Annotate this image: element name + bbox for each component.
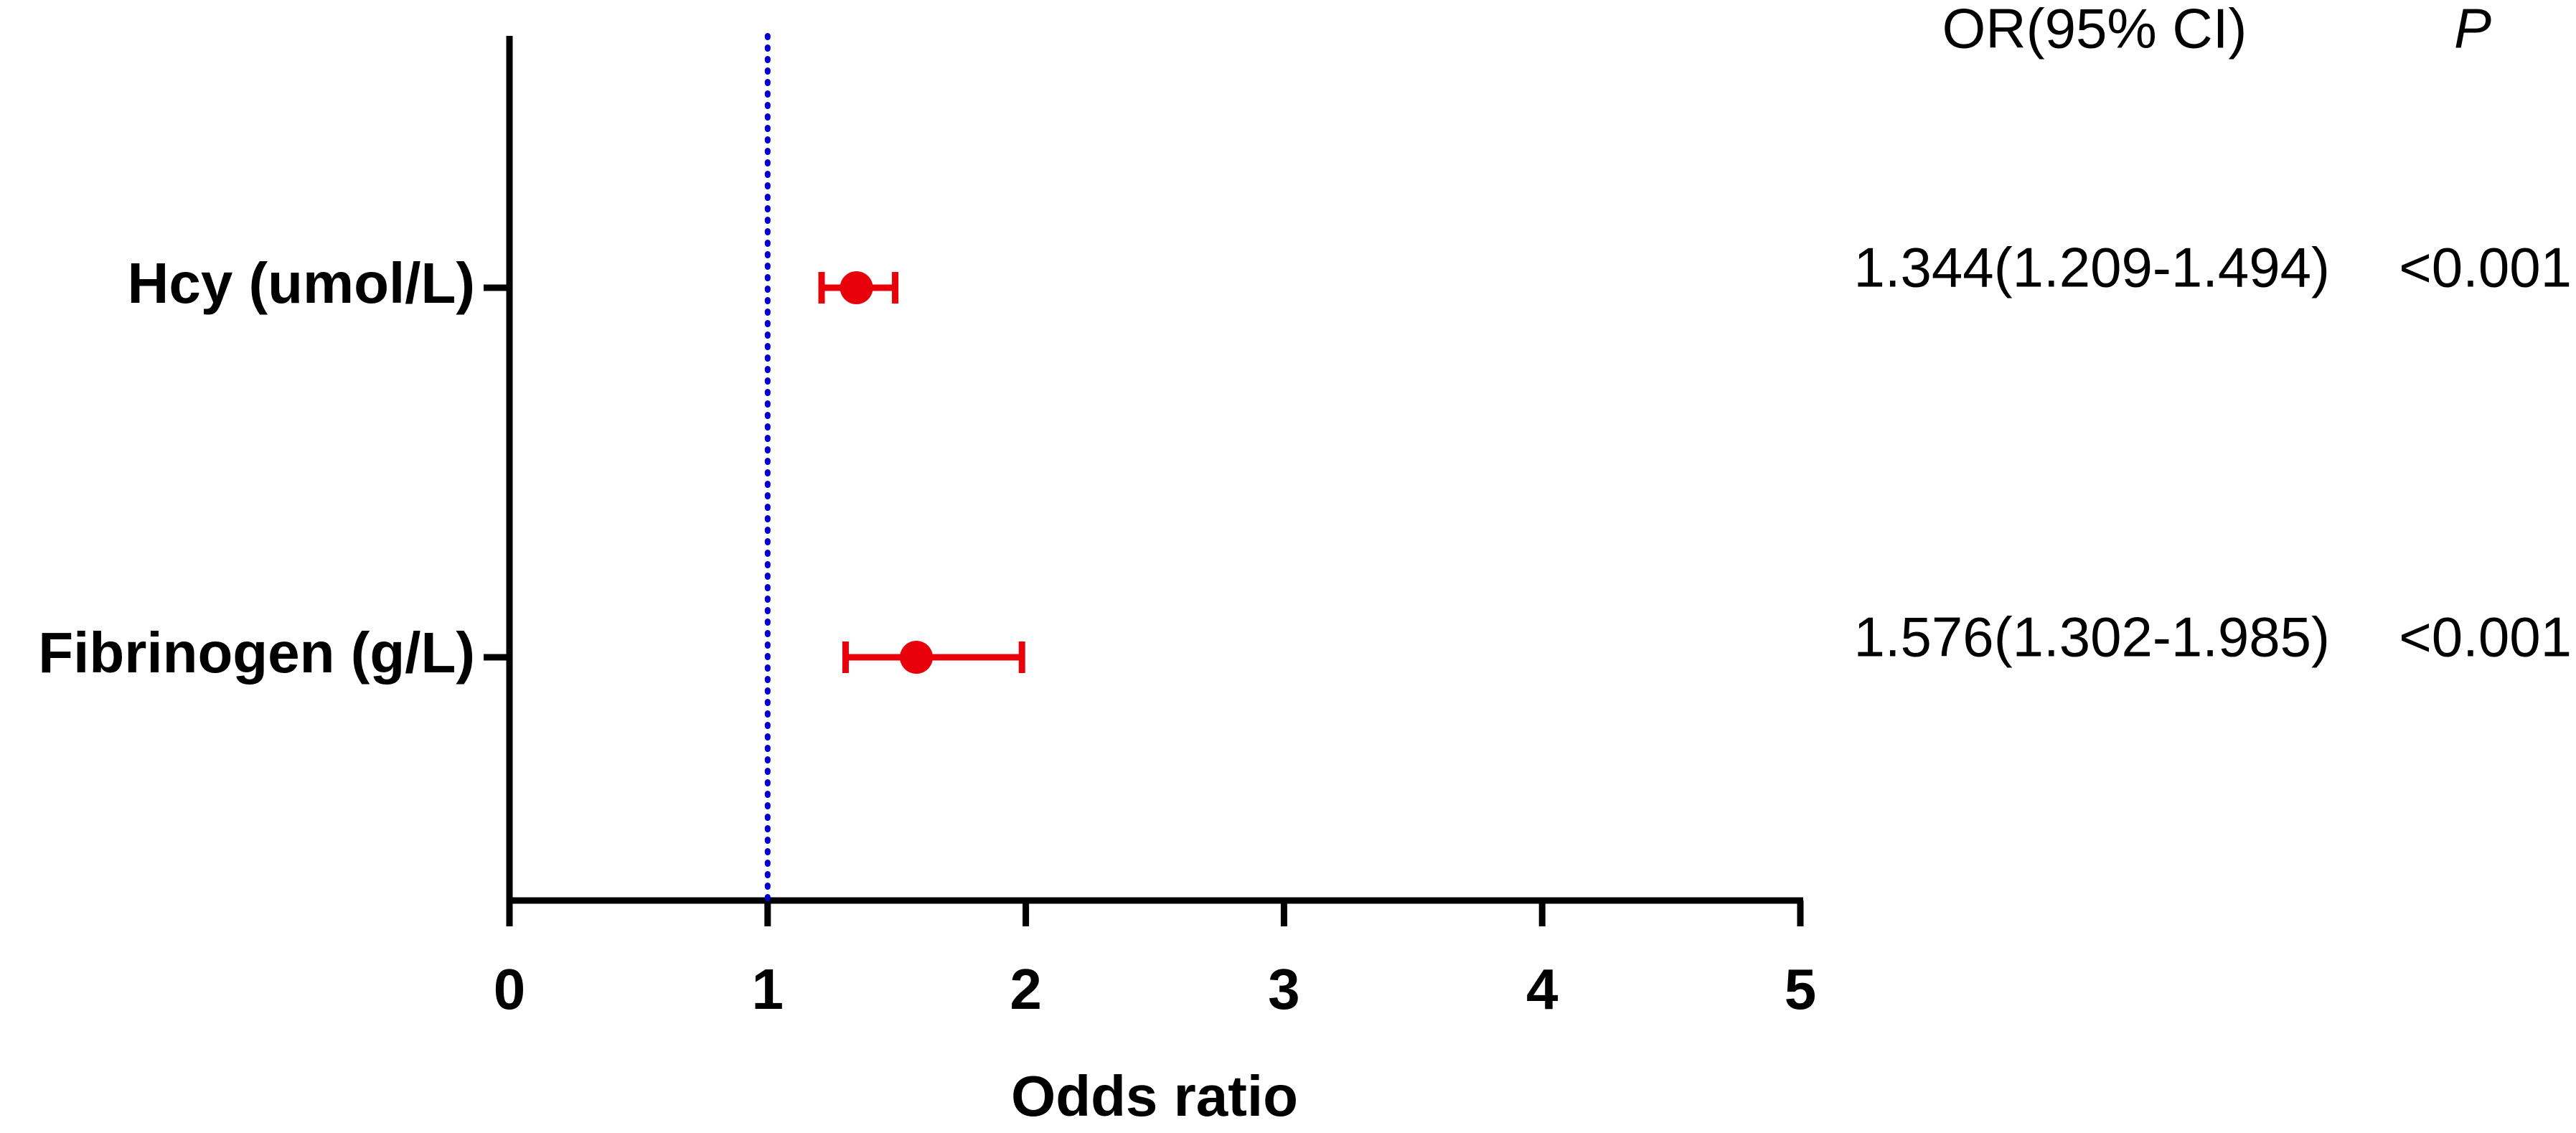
x-tick-label: 5 [1785,957,1817,1021]
or-label: 1.344(1.209-1.494) [1854,236,2331,299]
x-tick-label: 1 [752,957,784,1021]
column-header: P [2454,0,2491,60]
y-tick-label: Fibrinogen (g/L) [38,621,475,685]
x-tick-label: 2 [1010,957,1042,1021]
or-label: 1.576(1.302-1.985) [1854,606,2331,669]
y-tick-label: Hcy (umol/L) [128,251,475,315]
x-axis-label: Odds ratio [1011,1064,1298,1128]
x-tick-label: 0 [494,957,526,1021]
p-label: <0.001 [2399,606,2572,669]
x-tick-label: 3 [1268,957,1300,1021]
x-tick-label: 4 [1526,957,1559,1021]
point [840,271,873,304]
point [900,641,934,674]
error-bar [842,641,1025,673]
p-label: <0.001 [2399,236,2572,299]
column-header: OR(95% CI) [1942,0,2247,60]
